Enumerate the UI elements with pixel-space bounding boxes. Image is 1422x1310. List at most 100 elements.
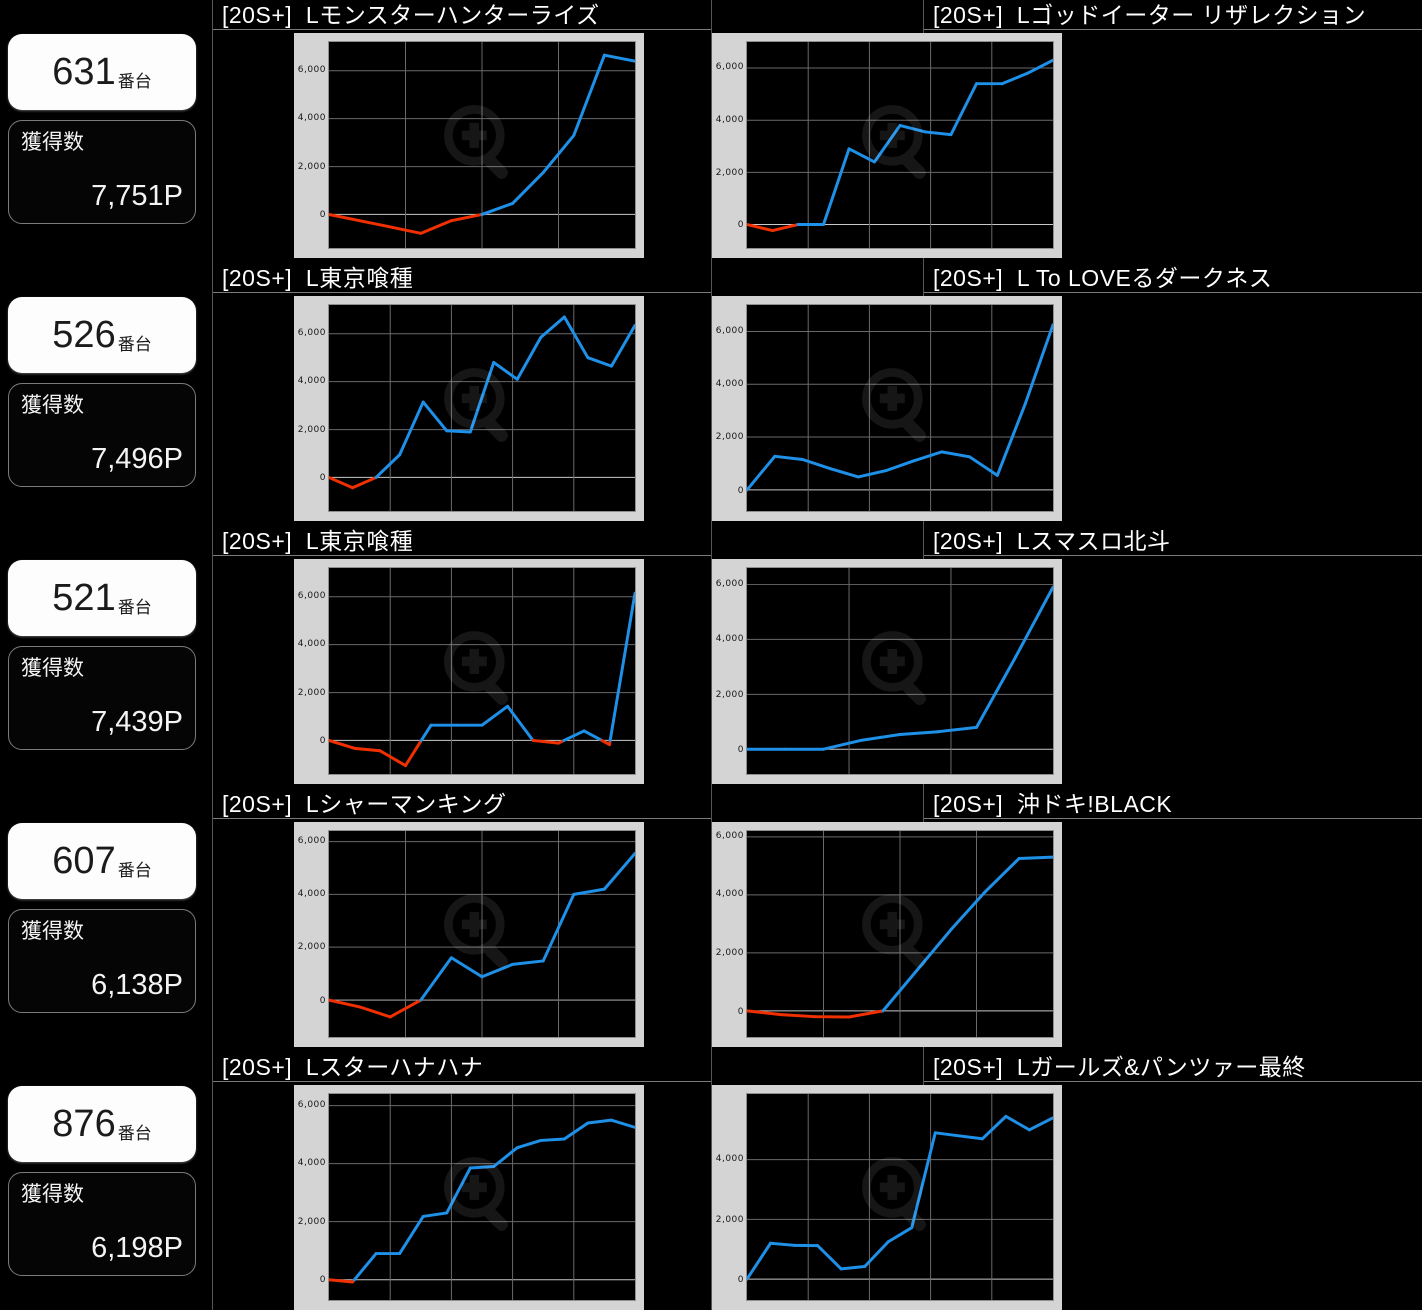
machine-number: 607 — [52, 840, 116, 882]
machine-title[interactable]: [20S+] Lスターハナハナ — [222, 1053, 483, 1081]
machine-name: Lスターハナハナ — [305, 1054, 484, 1080]
machine-name: Lスマスロ北斗 — [1016, 528, 1171, 554]
payout-graph-panel[interactable]: 0 2,000 4,000 6,000 — [712, 296, 1062, 521]
y-tick-label: 0 — [737, 220, 744, 231]
machine-entry[interactable]: 607 番台獲得数 6,138P [20S+] Lシャーマンキング 0 2,000 4,00… — [0, 789, 711, 1052]
payout-graph-panel[interactable]: 0 2,000 4,000 6,000 — [294, 822, 644, 1047]
machine-number-card[interactable]: 521 番台 — [8, 560, 196, 636]
machine-title[interactable]: [20S+] L東京喰種 — [222, 264, 413, 292]
machine-entry[interactable]: 558番台獲得数6,480P[20S+] L To LOVEるダークネス02,0… — [711, 263, 1422, 526]
right-column: 620番台獲得数6,994P[20S+] Lゴッドイーター リザレクション02,… — [711, 0, 1422, 1310]
machine-entry[interactable]: 620番台獲得数6,994P[20S+] Lゴッドイーター リザレクション02,… — [711, 0, 1422, 263]
y-tick-label: 4,000 — [297, 639, 326, 650]
machine-title[interactable]: [20S+] 沖ドキ!BLACK — [933, 790, 1172, 818]
y-axis-tick-labels: 0 2,000 4,000 — [712, 1093, 746, 1301]
machine-number-card[interactable]: 876 番台 — [8, 1086, 196, 1162]
machine-info: 607 番台獲得数 6,138P — [8, 823, 196, 1013]
payout-graph-panel[interactable]: 0 2,000 4,000 6,000 — [294, 33, 644, 258]
payout-graph-panel[interactable]: 0 2,000 4,000 6,000 — [712, 559, 1062, 784]
payout-card: 獲得数 7,751P — [8, 120, 196, 224]
machine-entry[interactable]: 836番台獲得数5,887P[20S+] 沖ドキ!BLACK02,0004,00… — [711, 789, 1422, 1052]
machine-title[interactable]: [20S+] Lシャーマンキング — [222, 790, 507, 818]
entry-divider — [924, 555, 1422, 556]
machine-title[interactable]: [20S+] L To LOVEるダークネス — [933, 264, 1272, 292]
machine-title[interactable]: [20S+] Lゴッドイーター リザレクション — [933, 1, 1366, 29]
y-tick-label: 6,000 — [297, 835, 326, 846]
y-tick-label: 0 — [319, 1275, 326, 1286]
entry-vertical-divider — [212, 1052, 213, 1310]
y-tick-label: 4,000 — [297, 889, 326, 899]
y-tick-label: 2,000 — [297, 424, 326, 435]
y-tick-label: 2,000 — [297, 161, 326, 172]
y-tick-label: 2,000 — [297, 942, 326, 953]
machine-entry[interactable]: 876 番台獲得数 6,198P [20S+] Lスターハナハナ 0 2,000 4,000… — [0, 1052, 711, 1310]
payout-graph-panel[interactable]: 0 2,000 4,000 6,000 — [294, 1085, 644, 1310]
machine-info: 526 番台 獲得数 7,496P — [8, 297, 196, 487]
machine-title[interactable]: [20S+] L東京喰種 — [222, 527, 413, 555]
machine-title[interactable]: [20S+] Lガールズ&パンツァー最終 — [933, 1053, 1306, 1081]
payout-graph-panel[interactable]: 0 2,000 4,000 6,000 — [712, 822, 1062, 1047]
machine-entry[interactable]: 486番台獲得数6,301P[20S+] Lスマスロ北斗02,0004,0006… — [711, 526, 1422, 789]
machine-name: Lガールズ&パンツァー最終 — [1016, 1054, 1306, 1080]
entry-vertical-divider — [212, 0, 213, 263]
machine-tag: [20S+] — [933, 791, 1004, 817]
y-tick-label: 2,000 — [715, 1214, 744, 1225]
payout-graph-panel[interactable]: 0 2,000 4,000 6,000 — [294, 559, 644, 784]
machine-tag: [20S+] — [222, 1054, 293, 1080]
payout-line-chart — [746, 830, 1054, 1038]
machine-tag: [20S+] — [933, 528, 1004, 554]
payout-card: 獲得数 6,198P — [8, 1172, 196, 1276]
y-tick-label: 4,000 — [715, 889, 744, 900]
y-tick-label: 6,000 — [715, 578, 744, 589]
machine-number-unit: 番台 — [117, 598, 152, 617]
entry-divider — [212, 1081, 711, 1082]
payout-line-chart — [746, 1093, 1054, 1301]
machine-tag: [20S+] — [222, 265, 293, 291]
machine-entry[interactable]: 521 番台獲得数 7,439P [20S+] L東京喰種 0 2,000 4,000 6,0… — [0, 526, 711, 789]
machine-number-card[interactable]: 526 番台 — [8, 297, 196, 373]
entry-divider — [924, 1081, 1422, 1082]
entry-vertical-divider — [212, 789, 213, 1052]
machine-number-card[interactable]: 607 番台 — [8, 823, 196, 899]
y-tick-label: 2,000 — [715, 432, 744, 443]
y-tick-label: 0 — [319, 210, 326, 221]
machine-entry[interactable]: 631 番台獲得数 7,751P [20S+] Lモンスターハンターライズ 0 2,000… — [0, 0, 711, 263]
y-axis-tick-labels: 0 2,000 4,000 6,000 — [712, 41, 746, 249]
payout-value: 7,439P — [91, 706, 183, 738]
machine-number-unit: 番台 — [117, 72, 152, 91]
payout-value: 6,138P — [91, 969, 183, 1001]
machine-number: 876 — [52, 1103, 116, 1145]
machine-number-card[interactable]: 631 番台 — [8, 34, 196, 110]
machine-tag: [20S+] — [222, 528, 293, 554]
payout-label: 獲得数 — [21, 1183, 84, 1206]
machine-name: Lモンスターハンターライズ — [305, 2, 600, 28]
machine-number-unit: 番台 — [117, 1124, 152, 1143]
entry-divider — [924, 818, 1422, 819]
machine-title[interactable]: [20S+] Lモンスターハンターライズ — [222, 1, 600, 29]
payout-card: 獲得数 7,439P — [8, 646, 196, 750]
payout-label: 獲得数 — [21, 394, 84, 417]
machine-tag: [20S+] — [222, 791, 293, 817]
machine-info: 521 番台獲得数 7,439P — [8, 560, 196, 750]
payout-graph-panel[interactable]: 0 2,000 4,000 — [712, 1085, 1062, 1310]
payout-line-chart — [746, 41, 1054, 249]
machine-name: L東京喰種 — [305, 528, 414, 554]
machine-entry[interactable]: 526 番台 獲得数 7,496P [20S+] L東京喰種 0 2,000 4,000 6,0… — [0, 263, 711, 526]
machine-number: 526 — [52, 314, 116, 356]
y-axis-tick-labels: 0 2,000 4,000 6,000 — [294, 830, 328, 1038]
machine-entry[interactable]: 697番台獲得数5,740P[20S+] Lガールズ&パンツァー最終02,000… — [711, 1052, 1422, 1310]
payout-graph-panel[interactable]: 0 2,000 4,000 6,000 — [294, 296, 644, 521]
entry-divider — [212, 29, 711, 30]
payout-line-chart — [328, 567, 636, 775]
machine-title[interactable]: [20S+] Lスマスロ北斗 — [933, 527, 1171, 555]
payout-card: 獲得数 6,138P — [8, 909, 196, 1013]
y-axis-tick-labels: 0 2,000 4,000 6,000 — [294, 1093, 328, 1301]
payout-graph-panel[interactable]: 0 2,000 4,000 6,000 — [712, 33, 1062, 258]
y-tick-label: 0 — [319, 995, 326, 1006]
y-axis-tick-labels: 0 2,000 4,000 6,000 — [712, 567, 746, 775]
payout-line-chart — [328, 41, 636, 249]
payout-value: 7,751P — [91, 180, 183, 212]
y-tick-label: 0 — [737, 745, 744, 756]
y-tick-label: 4,000 — [715, 634, 744, 645]
payout-line-chart — [328, 830, 636, 1038]
